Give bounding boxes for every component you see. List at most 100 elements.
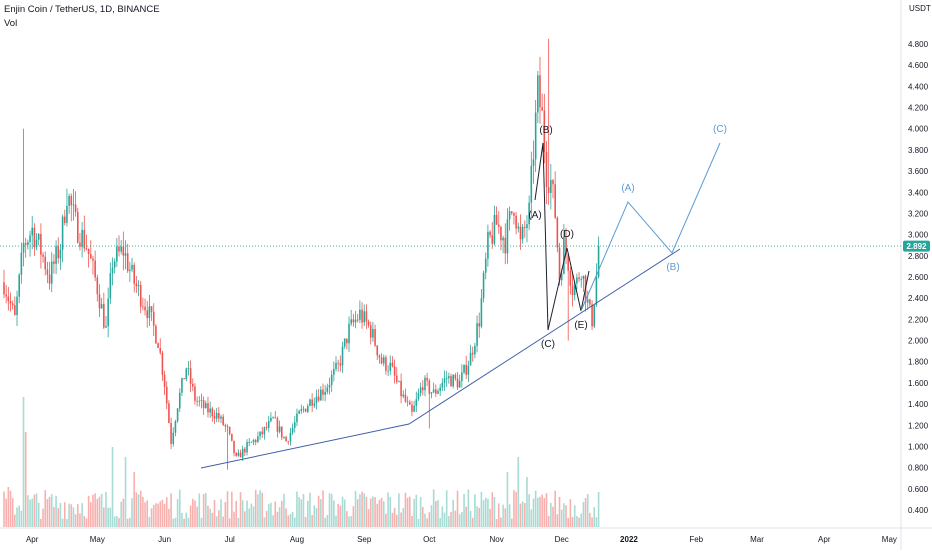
volume-bar: [415, 494, 418, 527]
volume-bar: [246, 500, 248, 527]
candle-body: [157, 343, 159, 349]
candle-body: [222, 416, 224, 425]
volume-bar: [532, 498, 535, 527]
volume-bar: [222, 516, 224, 527]
candle-body: [452, 374, 454, 387]
candle-body: [211, 408, 214, 417]
volume-bar: [576, 515, 578, 527]
candle-body: [508, 211, 511, 220]
price-tick-label: 1.800: [908, 358, 929, 367]
candle-body: [573, 283, 576, 296]
volume-bar: [5, 498, 7, 527]
time-tick-label: Dec: [555, 535, 569, 544]
volume-bar: [20, 510, 23, 527]
candle-body: [413, 405, 415, 412]
wave-label-projected: (B): [666, 262, 679, 273]
candle-body: [554, 184, 556, 218]
candle-body: [335, 362, 337, 369]
price-tick-label: 3.200: [908, 209, 929, 218]
volume-bar: [537, 497, 539, 527]
volume-bar: [14, 514, 16, 527]
candle-body: [122, 246, 125, 256]
candle-body: [465, 364, 468, 375]
candle-body: [14, 305, 16, 316]
volume-bar: [150, 508, 153, 527]
price-tick-label: 4.600: [908, 61, 929, 70]
volume-bar: [76, 504, 79, 527]
price-tick-label: 2.000: [908, 337, 929, 346]
candle-body: [5, 294, 7, 297]
volume-bar: [252, 506, 255, 527]
candle-body: [7, 296, 10, 302]
volume-bar: [578, 517, 580, 527]
candle-body: [550, 180, 552, 193]
volume-bar: [556, 514, 559, 527]
volume-bar: [356, 499, 359, 527]
volume-bar: [289, 513, 292, 527]
volume-bar: [593, 507, 596, 527]
volume-legend[interactable]: Vol: [4, 18, 18, 29]
volume-bar: [100, 493, 103, 527]
volume-bar: [293, 517, 296, 527]
volume-bar: [259, 490, 261, 527]
candle-body: [537, 75, 539, 113]
candle-body: [68, 196, 70, 206]
candle-body: [280, 426, 283, 438]
candle-body: [480, 298, 483, 327]
candle-body: [148, 306, 151, 319]
volume-bar: [365, 496, 368, 527]
wave-label-past: (C): [541, 339, 555, 350]
candle-body: [220, 416, 222, 419]
candle-body: [534, 112, 537, 160]
volume-bar: [207, 505, 209, 527]
volume-bar: [417, 518, 420, 527]
candle-body: [231, 433, 233, 441]
volume-bar: [42, 508, 44, 527]
time-tick-label: Nov: [489, 535, 503, 544]
volume-bar: [261, 492, 264, 527]
candle-body: [183, 378, 185, 380]
candle-body: [385, 357, 387, 371]
trendline-drawings[interactable]: (A) (B) (C) (D) (E) (A) (B) (C): [200, 124, 727, 469]
symbol-title[interactable]: Enjin Coin / TetherUS, 1D, BINANCE: [4, 4, 160, 15]
volume-bar: [272, 515, 274, 527]
price-axis[interactable]: USDT 4.800 4.600 4.400 4.200 4.000 3.800 3.600…: [908, 4, 931, 515]
volume-bar: [439, 517, 441, 527]
candle-body: [142, 306, 144, 308]
volume-bar: [491, 492, 494, 527]
volume-bar: [18, 505, 20, 527]
candle-body: [172, 432, 175, 444]
candle-body: [432, 389, 435, 393]
volume-bar: [408, 496, 411, 527]
support-trendline: [200, 248, 681, 469]
candle-body: [72, 204, 75, 206]
volume-bar: [322, 490, 324, 527]
volume-bar: [435, 501, 437, 527]
price-tick-label: 3.400: [908, 188, 929, 197]
volume-bar: [283, 493, 285, 527]
last-price-tag: 2.892: [903, 240, 930, 252]
candle-body: [198, 400, 201, 402]
candle-body: [100, 304, 103, 309]
volume-bar: [387, 492, 389, 527]
volume-bar: [131, 498, 133, 527]
candle-body: [174, 421, 177, 433]
volume-bar: [157, 503, 159, 527]
price-tick-label: 2.600: [908, 273, 929, 282]
volume-bar: [369, 498, 372, 527]
candle-body: [441, 382, 444, 388]
volume-bar: [563, 503, 565, 527]
candle-body: [337, 362, 339, 364]
volume-bar: [508, 504, 511, 527]
candle-body: [586, 299, 589, 303]
volume-bar: [291, 511, 294, 527]
volume-bar: [37, 502, 40, 527]
candle-body: [274, 417, 277, 419]
candle-body: [448, 376, 450, 379]
volume-bar: [480, 491, 483, 527]
candle-body: [365, 311, 368, 322]
volume-bar: [144, 502, 146, 527]
time-axis[interactable]: Apr May Jun Jul Aug Sep Oct Nov Dec 2022 Feb Mar Apr…: [26, 535, 897, 544]
